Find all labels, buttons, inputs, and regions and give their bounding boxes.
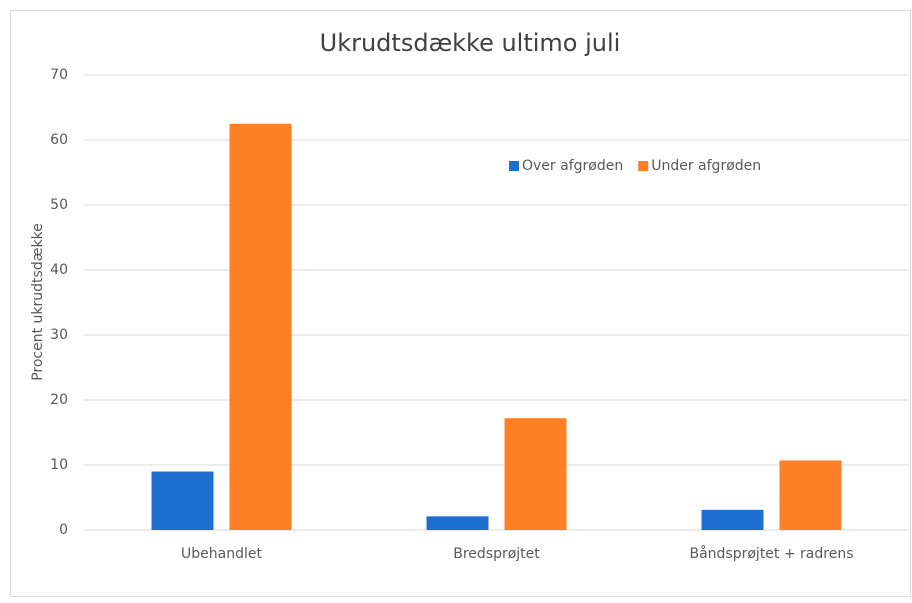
bar	[504, 418, 567, 530]
x-tick-label: Ubehandlet	[181, 546, 262, 562]
bar	[426, 516, 489, 530]
y-tick-label: 20	[50, 392, 68, 408]
legend-swatch	[638, 161, 649, 171]
x-tick-label: Bredsprøjtet	[453, 546, 540, 562]
bar	[229, 123, 292, 530]
y-axis-title: Procent ukrudtsdække	[30, 223, 46, 381]
legend-swatch	[509, 161, 519, 171]
bar	[701, 509, 764, 530]
x-tick-label: Båndsprøjtet + radrens	[689, 545, 853, 562]
y-tick-label: 40	[50, 262, 68, 278]
bar	[151, 471, 214, 530]
chart-title: Ukrudtsdække ultimo juli	[320, 29, 621, 57]
chart-border	[10, 10, 911, 597]
y-tick-label: 30	[50, 327, 68, 343]
y-tick-label: 70	[50, 67, 68, 83]
y-tick-label: 0	[59, 522, 68, 538]
y-tick-label: 10	[50, 457, 68, 473]
legend-label: Under afgrøden	[651, 158, 761, 174]
legend-label: Over afgrøden	[522, 158, 623, 174]
bar	[779, 460, 842, 530]
y-tick-label: 60	[50, 132, 68, 148]
y-tick-label: 50	[50, 197, 68, 213]
